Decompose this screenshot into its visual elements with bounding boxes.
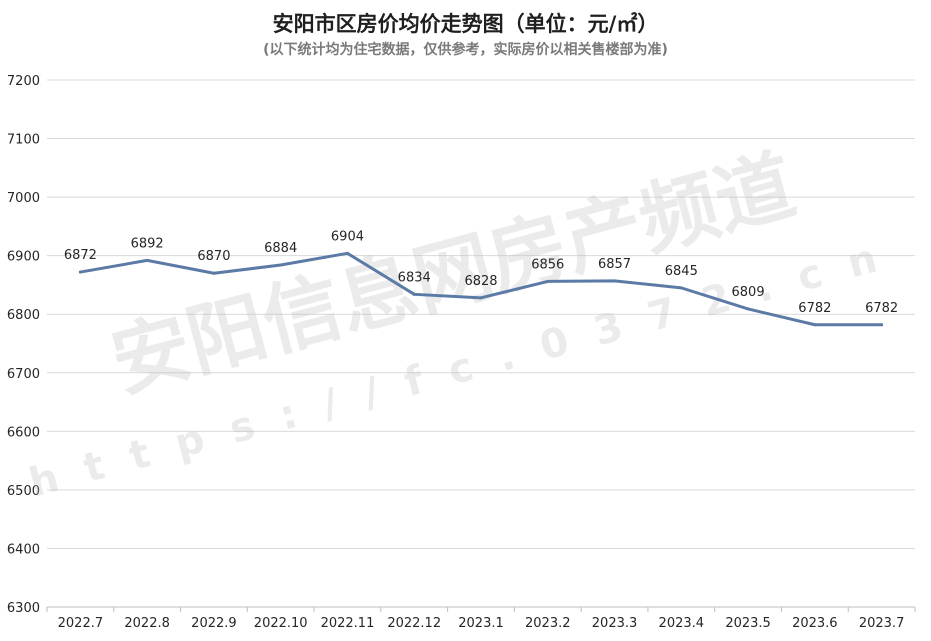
x-tick-label: 2022.7 — [58, 616, 104, 631]
y-tick-label: 6400 — [7, 542, 40, 557]
data-label: 6892 — [131, 236, 164, 251]
x-tick-label: 2023.4 — [659, 616, 705, 631]
chart-title: 安阳市区房价均价走势图（单位：元/㎡） — [272, 12, 659, 36]
data-point — [345, 251, 349, 255]
data-point — [212, 271, 216, 275]
data-point — [412, 292, 416, 296]
x-tick-label: 2023.3 — [592, 616, 638, 631]
y-tick-label: 6600 — [7, 425, 40, 440]
x-tick-label: 2022.10 — [254, 616, 308, 631]
data-point — [279, 263, 283, 267]
data-label: 6828 — [464, 274, 497, 289]
y-tick-label: 6700 — [7, 367, 40, 382]
data-point — [880, 323, 884, 327]
data-label: 6834 — [398, 270, 431, 285]
data-point — [479, 296, 483, 300]
data-label: 6884 — [264, 241, 297, 256]
x-tick-label: 2023.7 — [859, 616, 905, 631]
series-group — [78, 251, 884, 327]
watermark: 安阳信息网房产频道 https://fc.0372.cn — [24, 141, 909, 507]
y-tick-label: 6900 — [7, 250, 40, 265]
data-point — [613, 279, 617, 283]
y-axis: 6300 6400 6500 6600 6700 6800 6900 7000 7100 7200 — [7, 74, 40, 616]
data-label: 6870 — [197, 249, 230, 264]
x-axis: 2022.7 2022.8 2022.9 2022.10 2022.11 2022.12 2… — [46, 607, 916, 631]
x-tick-label: 2022.12 — [387, 616, 441, 631]
y-tick-label: 6500 — [7, 484, 40, 499]
x-tick-label: 2022.9 — [191, 616, 237, 631]
data-labels: 6872 6892 6870 6884 6904 6834 6828 6856 6857 6845… — [64, 229, 898, 315]
data-label: 6857 — [598, 257, 631, 272]
data-label: 6872 — [64, 248, 97, 263]
data-label: 6782 — [798, 301, 831, 316]
chart-subtitle: (以下统计均为住宅数据，仅供参考，实际房价以相关售楼部为准) — [263, 42, 668, 58]
data-point — [813, 323, 817, 327]
data-point — [145, 258, 149, 262]
y-tick-label: 7200 — [7, 74, 40, 89]
y-tick-label: 7000 — [7, 191, 40, 206]
data-label: 6856 — [531, 257, 564, 272]
data-label: 6809 — [732, 285, 765, 300]
data-point — [78, 270, 82, 274]
data-point — [679, 286, 683, 290]
data-label: 6782 — [865, 301, 898, 316]
data-label: 6904 — [331, 229, 364, 244]
y-tick-label: 6300 — [7, 601, 40, 616]
x-tick-label: 2023.2 — [525, 616, 571, 631]
y-tick-label: 6800 — [7, 308, 40, 323]
data-label: 6845 — [665, 264, 698, 279]
x-tick-label: 2022.8 — [124, 616, 170, 631]
x-tick-label: 2023.6 — [792, 616, 838, 631]
gridlines — [47, 79, 915, 608]
x-tick-label: 2023.5 — [725, 616, 771, 631]
data-point — [746, 307, 750, 311]
x-tick-label: 2022.11 — [321, 616, 375, 631]
y-tick-label: 7100 — [7, 133, 40, 148]
x-tick-label: 2023.1 — [458, 616, 504, 631]
data-point — [546, 279, 550, 283]
